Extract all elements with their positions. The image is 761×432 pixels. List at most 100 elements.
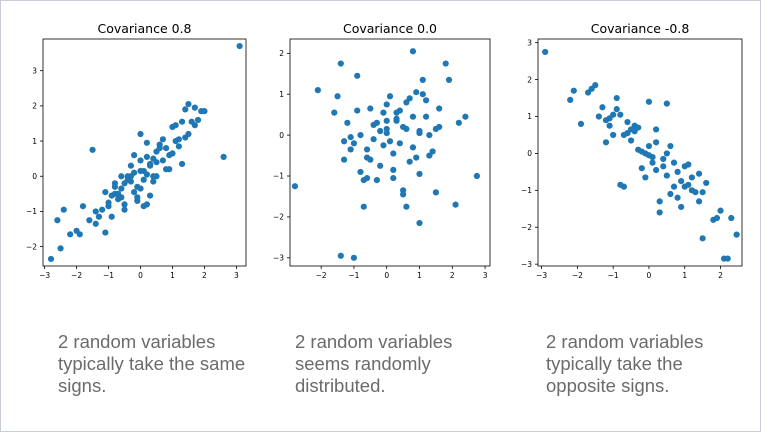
scatter-point: [380, 142, 387, 149]
scatter-point: [79, 203, 87, 210]
scatter-point: [337, 60, 344, 67]
scatter-point: [674, 168, 681, 175]
scatter-point: [57, 245, 64, 252]
scatter-point: [131, 188, 138, 196]
scatter-point: [617, 181, 624, 188]
scatter-point: [354, 72, 361, 79]
scatter-point: [585, 89, 592, 96]
scatter-point: [674, 194, 681, 201]
scatter-point: [416, 170, 423, 178]
x-tick-label: −3: [39, 271, 50, 280]
scatter-point: [143, 171, 150, 178]
y-tick-label: 1: [527, 112, 532, 121]
caption-negative-covariance: 2 random variables typically take the op…: [546, 331, 704, 396]
scatter-point: [182, 106, 189, 113]
scatter-point: [620, 131, 627, 139]
scatter-point: [426, 132, 433, 139]
scatter-point: [127, 162, 135, 169]
x-tick-label: 1: [170, 271, 175, 280]
scatter-point: [108, 213, 115, 220]
scatter-point: [178, 160, 186, 168]
scatter-point: [436, 123, 443, 131]
scatter-point: [373, 177, 380, 184]
scatter-point: [137, 167, 144, 175]
scatter-point: [367, 105, 374, 112]
scatter-point: [95, 213, 103, 220]
x-tick-label: 0: [384, 271, 389, 280]
y-tick-label: 1: [279, 90, 284, 99]
scatter-point: [73, 227, 80, 234]
x-tick-label: 3: [483, 271, 488, 280]
scatter-point: [667, 142, 674, 150]
scatter-point: [599, 104, 606, 111]
scatter-point: [390, 174, 397, 182]
scatter-point: [413, 89, 420, 96]
scatter-point: [140, 203, 147, 210]
scatter-point: [426, 152, 433, 159]
x-tick-label: 1: [682, 271, 687, 280]
scatter-point: [713, 214, 721, 222]
scatter-point: [102, 229, 109, 236]
scatter-point: [681, 163, 688, 170]
scatter-point: [617, 111, 624, 118]
x-tick-label: −1: [348, 271, 359, 280]
scatter-chart-covariance-neg-0-8: Covariance -0.8 −3 −2 −1 0 1 2 −3 −2 −1 0 1 2 3: [521, 21, 743, 280]
scatter-point: [337, 252, 344, 259]
scatter-point: [393, 109, 400, 116]
x-tick-label: 0: [647, 271, 652, 280]
scatter-point: [67, 231, 74, 238]
scatter-point: [124, 173, 131, 180]
scatter-point: [406, 95, 413, 102]
scatter-point: [118, 185, 125, 192]
scatter-point: [432, 189, 440, 196]
scatter-point: [143, 153, 150, 160]
scatter-point: [653, 166, 660, 174]
scatter-point: [645, 152, 653, 159]
plot-frame: [537, 38, 743, 267]
y-tick-label: −3: [521, 260, 532, 269]
scatter-point: [422, 113, 430, 120]
scatter-point: [191, 122, 198, 129]
scatter-point: [613, 106, 620, 113]
chart-title: Covariance 0.0: [343, 21, 437, 36]
scatter-point: [570, 87, 577, 94]
scatter-point: [134, 194, 141, 201]
scatter-point: [89, 146, 96, 153]
scatter-point: [733, 231, 740, 238]
scatter-point: [156, 145, 163, 152]
x-tick-label: −3: [536, 271, 547, 280]
scatter-point: [685, 181, 692, 188]
scatter-point: [127, 178, 135, 185]
y-tick-label: 2: [32, 102, 37, 111]
y-tick-label: 2: [279, 49, 284, 58]
y-tick-label: −2: [273, 213, 284, 222]
scatter-point: [146, 192, 154, 199]
scatter-point: [678, 203, 685, 211]
caption-positive-covariance: 2 random variables typically take the sa…: [58, 331, 246, 396]
scatter-point: [350, 140, 358, 147]
x-tick-label: 2: [718, 271, 723, 280]
y-tick-label: −2: [521, 223, 532, 232]
scatter-point: [688, 174, 695, 181]
scatter-point: [653, 139, 660, 146]
scatter-point: [194, 116, 202, 124]
y-tick-label: −1: [273, 172, 284, 181]
scatter-point: [363, 146, 371, 153]
scatter-point: [357, 168, 364, 176]
scatter-point: [146, 160, 154, 168]
x-tick-label: −1: [103, 271, 114, 280]
scatter-point: [386, 138, 394, 145]
chart-title: Covariance 0.8: [97, 21, 191, 36]
y-tick-label: 0: [32, 172, 37, 181]
scatter-point: [47, 255, 55, 263]
plot-frame: [289, 38, 491, 267]
scatter-point: [635, 124, 642, 131]
scatter-chart-covariance-0-8: Covariance 0.8 −3 −2 −1 0 1 2 3 −2 −1 0 1 2 3: [26, 21, 247, 280]
scatter-point: [606, 115, 613, 122]
scatter-point: [363, 174, 371, 182]
y-tick-label: 1: [32, 137, 37, 146]
x-tick-label: 2: [202, 271, 207, 280]
scatter-point: [172, 122, 179, 129]
scatter-point: [92, 220, 99, 227]
